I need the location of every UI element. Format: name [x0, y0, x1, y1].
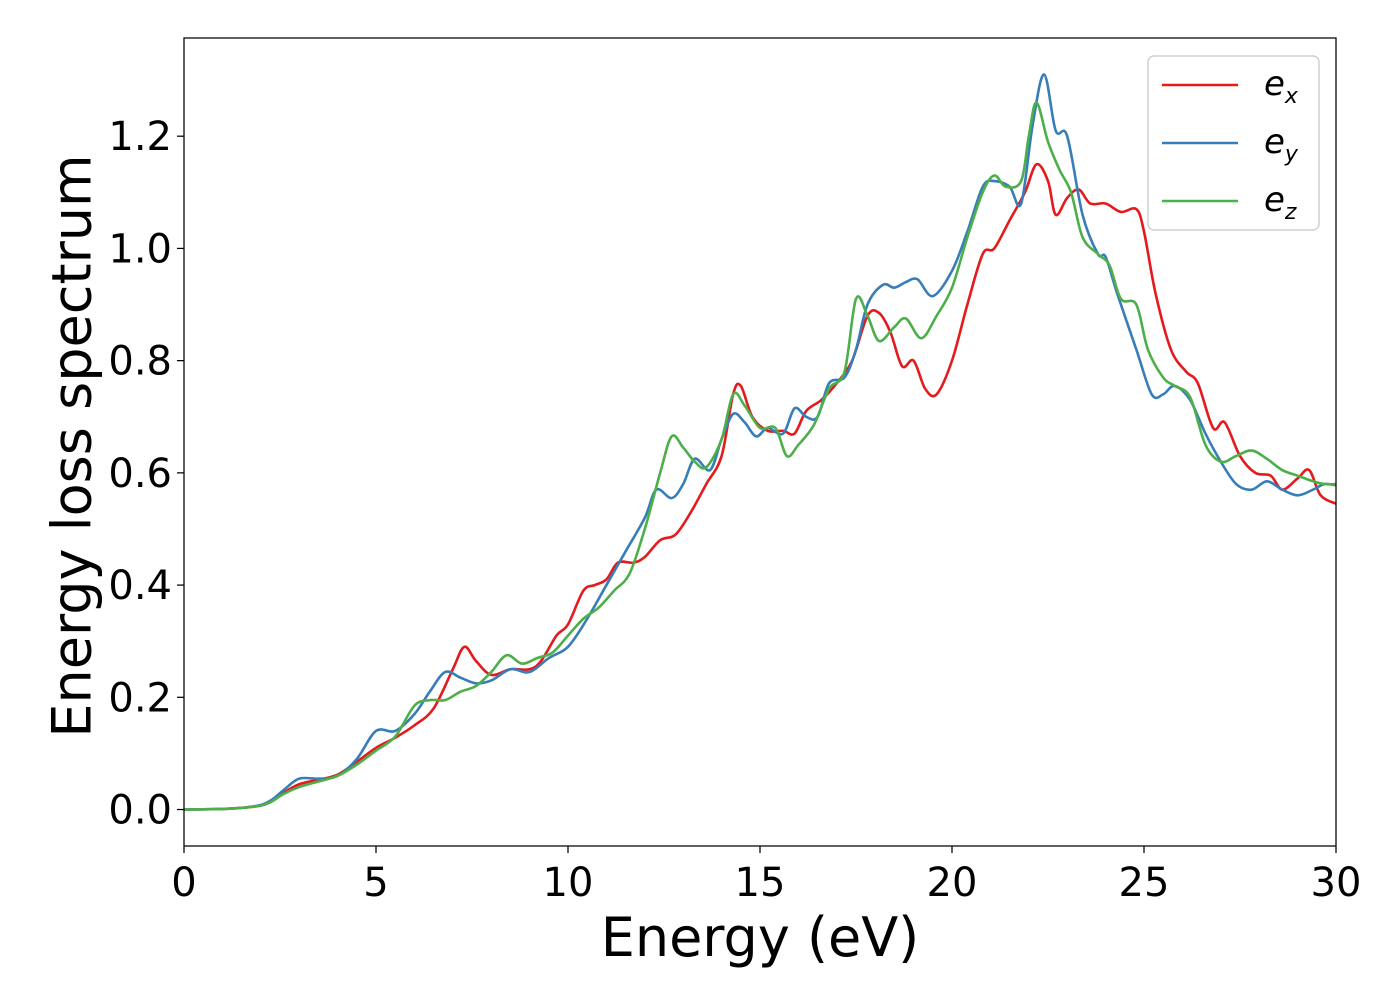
- x-tick-label: 25: [1119, 860, 1170, 906]
- y-axis: 0.0 0.2 0.4 0.6 0.8 1.0 1.2: [108, 114, 184, 834]
- x-tick-label: 15: [735, 860, 786, 906]
- legend-label-z: ez: [1264, 180, 1297, 225]
- x-tick-label: 30: [1311, 860, 1362, 906]
- series-line-z: [184, 101, 1336, 811]
- series-line-y: [184, 73, 1336, 811]
- x-axis: 0 5 10 15 20 25 30: [171, 846, 1361, 906]
- y-tick-label: 0.0: [108, 788, 172, 834]
- x-tick-label: 20: [927, 860, 978, 906]
- series-layer: [184, 73, 1336, 811]
- y-axis-label: Energy loss spectrum: [41, 154, 104, 737]
- legend: ex ey ez: [1147, 55, 1320, 231]
- y-tick-label: 0.4: [108, 563, 172, 609]
- x-tick-label: 10: [543, 860, 594, 906]
- x-tick-label: 5: [363, 860, 388, 906]
- y-tick-label: 0.2: [108, 675, 172, 721]
- y-tick-label: 0.6: [108, 451, 172, 497]
- x-axis-label: Energy (eV): [601, 906, 920, 969]
- series-line-x: [184, 162, 1336, 811]
- legend-label-y: ey: [1264, 122, 1299, 167]
- legend-label-x: ex: [1264, 64, 1299, 109]
- x-tick-label: 0: [171, 860, 196, 906]
- y-tick-label: 1.0: [108, 226, 172, 272]
- y-tick-label: 0.8: [108, 339, 172, 385]
- y-tick-label: 1.2: [108, 114, 172, 160]
